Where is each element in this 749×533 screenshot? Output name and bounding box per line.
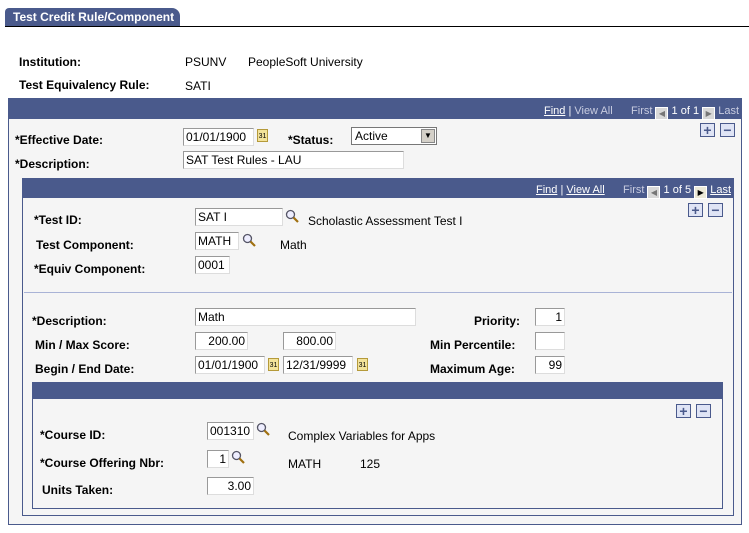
status-value: Active bbox=[355, 129, 388, 143]
view-all-link: View All bbox=[574, 105, 613, 117]
effective-date-input[interactable]: 01/01/1900 bbox=[183, 128, 254, 146]
last-label: Last bbox=[718, 105, 739, 117]
add-row-button[interactable]: + bbox=[676, 404, 691, 418]
first-label: First bbox=[623, 184, 645, 196]
maximum-age-input[interactable]: 99 bbox=[535, 356, 565, 374]
panel-header: Find | View All First ◀ 1 of 1 ▶ Last bbox=[9, 99, 741, 120]
course-panel bbox=[32, 382, 723, 509]
institution-name: PeopleSoft University bbox=[248, 55, 363, 69]
priority-label: Priority: bbox=[474, 314, 521, 328]
minmax-score-label: Min / Max Score: bbox=[35, 338, 130, 352]
course-id-input[interactable]: 001310 bbox=[207, 422, 254, 440]
first-label: First bbox=[631, 105, 653, 117]
course-subject: MATH bbox=[288, 457, 322, 471]
calendar-icon[interactable]: 31 bbox=[268, 358, 279, 371]
dropdown-arrow-icon[interactable]: ▼ bbox=[421, 129, 435, 143]
lookup-icon[interactable] bbox=[231, 450, 245, 464]
component-description-label: *Description: bbox=[32, 314, 107, 328]
component-description-input[interactable]: Math bbox=[195, 308, 416, 326]
max-score-input[interactable]: 800.00 bbox=[283, 332, 336, 350]
course-title: Complex Variables for Apps bbox=[288, 429, 436, 443]
equiv-component-input[interactable]: 0001 bbox=[195, 256, 230, 274]
find-link[interactable]: Find bbox=[543, 105, 566, 117]
units-taken-input[interactable]: 3.00 bbox=[207, 477, 254, 495]
min-percentile-input[interactable] bbox=[535, 332, 565, 350]
course-offering-label: *Course Offering Nbr: bbox=[40, 456, 165, 470]
institution-label: Institution: bbox=[19, 55, 81, 69]
next-arrow-icon: ▶ bbox=[702, 107, 716, 120]
course-id-label: *Course ID: bbox=[40, 428, 106, 442]
panel-header: Find | View All First ◀ 1 of 5 ▶ Last bbox=[23, 179, 733, 199]
course-catalog-nbr: 125 bbox=[360, 457, 381, 471]
outer-nav: Find | View All First ◀ 1 of 1 ▶ Last bbox=[544, 105, 739, 120]
status-label: *Status: bbox=[288, 133, 334, 147]
delete-row-button[interactable]: − bbox=[720, 123, 735, 137]
rule-label: Test Equivalency Rule: bbox=[19, 78, 150, 92]
test-id-input[interactable]: SAT I bbox=[195, 208, 283, 226]
test-component-input[interactable]: MATH bbox=[195, 232, 239, 250]
units-taken-label: Units Taken: bbox=[42, 483, 114, 497]
row-count: 1 of 5 bbox=[663, 184, 692, 196]
lookup-icon[interactable] bbox=[242, 233, 256, 247]
status-select[interactable]: Active ▼ bbox=[351, 127, 437, 145]
min-percentile-label: Min Percentile: bbox=[430, 338, 516, 352]
nav-sep: | bbox=[560, 184, 564, 196]
row-count: 1 of 1 bbox=[671, 105, 700, 117]
test-component-desc: Math bbox=[280, 238, 307, 252]
find-link[interactable]: Find bbox=[535, 184, 558, 196]
begin-end-date-label: Begin / End Date: bbox=[35, 362, 135, 376]
end-date-input[interactable]: 12/31/9999 bbox=[283, 356, 353, 374]
lookup-icon[interactable] bbox=[256, 422, 270, 436]
last-link[interactable]: Last bbox=[710, 184, 731, 196]
calendar-icon[interactable]: 31 bbox=[357, 358, 368, 371]
next-arrow-icon[interactable]: ▶ bbox=[694, 186, 708, 199]
section-divider bbox=[24, 292, 732, 293]
nav-sep: | bbox=[568, 105, 572, 117]
begin-date-input[interactable]: 01/01/1900 bbox=[195, 356, 265, 374]
inner-nav: Find | View All First ◀ 1 of 5 ▶ Last bbox=[536, 184, 731, 199]
lookup-icon[interactable] bbox=[285, 209, 299, 223]
maximum-age-label: Maximum Age: bbox=[430, 362, 515, 376]
institution-code: PSUNV bbox=[185, 55, 227, 69]
test-component-label: Test Component: bbox=[36, 238, 134, 252]
calendar-icon[interactable]: 31 bbox=[257, 129, 268, 142]
equiv-component-label: *Equiv Component: bbox=[34, 262, 146, 276]
min-score-input[interactable]: 200.00 bbox=[195, 332, 248, 350]
prev-arrow-icon: ◀ bbox=[647, 186, 661, 199]
add-row-button[interactable]: + bbox=[688, 203, 703, 217]
add-row-button[interactable]: + bbox=[700, 123, 715, 137]
view-all-link[interactable]: View All bbox=[566, 184, 605, 196]
effective-date-label: *Effective Date: bbox=[15, 133, 104, 147]
delete-row-button[interactable]: − bbox=[708, 203, 723, 217]
priority-input[interactable]: 1 bbox=[535, 308, 565, 326]
description-input[interactable]: SAT Test Rules - LAU bbox=[183, 151, 404, 169]
prev-arrow-icon: ◀ bbox=[655, 107, 669, 120]
description-label: *Description: bbox=[15, 157, 90, 171]
rule-value: SATI bbox=[185, 79, 211, 93]
test-id-desc: Scholastic Assessment Test I bbox=[308, 214, 463, 228]
tab-divider bbox=[5, 26, 749, 27]
panel-header bbox=[33, 383, 722, 399]
test-id-label: *Test ID: bbox=[34, 213, 82, 227]
tab-test-credit-rule[interactable]: Test Credit Rule/Component bbox=[5, 8, 180, 27]
delete-row-button[interactable]: − bbox=[696, 404, 711, 418]
course-offering-input[interactable]: 1 bbox=[207, 450, 229, 468]
